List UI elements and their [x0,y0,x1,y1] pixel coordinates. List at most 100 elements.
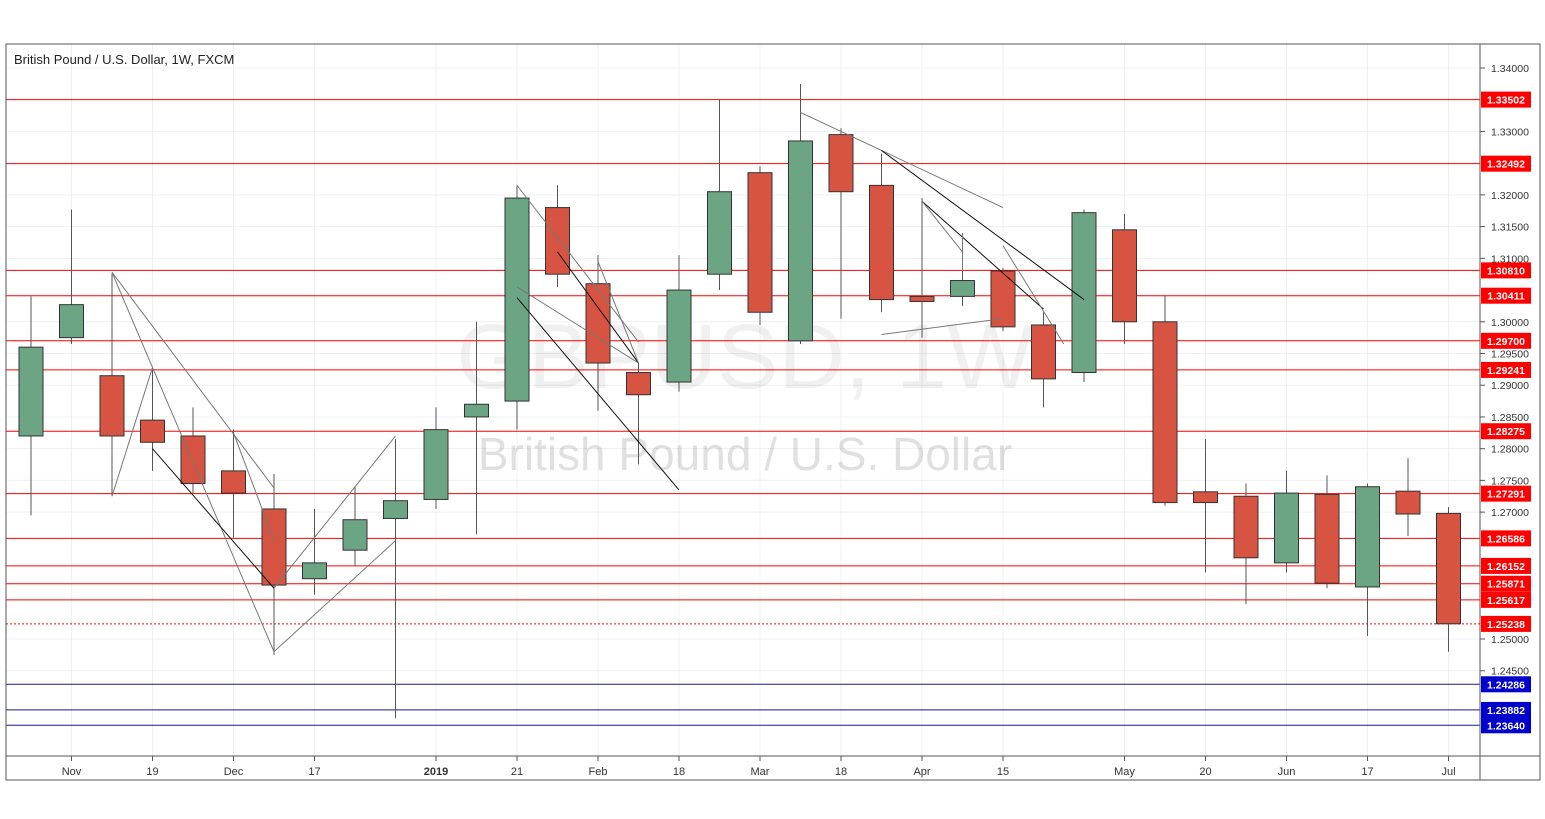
time-tick-label: Apr [913,766,930,778]
trendline [111,271,275,489]
trendline [557,251,639,364]
trendline [516,185,639,343]
time-tick-label: Feb [589,766,608,778]
trendline [921,200,1044,310]
trendline [111,367,153,497]
horizontal-levels [6,99,1480,726]
price-tick-label: 1.30000 [1491,317,1529,329]
price-tick-label: 1.24500 [1491,666,1529,678]
level-label-box [1481,575,1531,592]
watermark: GBPUSD, 1W British Pound / U.S. Dollar [456,306,1034,480]
level-label-box [1481,717,1531,734]
watermark-symbol: GBPUSD, 1W [456,306,1034,408]
level-label: 1.29700 [1487,336,1525,348]
level-label: 1.23882 [1487,705,1525,717]
price-tick-label: 1.33000 [1491,126,1529,138]
time-tick-label: 20 [1199,766,1211,778]
price-tick-label: 1.28000 [1491,444,1529,456]
level-label: 1.25617 [1487,595,1525,607]
level-label-box [1481,485,1531,502]
time-tick-label: Jun [1278,766,1296,778]
level-label: 1.26152 [1487,561,1525,573]
candle-down [140,419,165,443]
candle-up [707,191,732,275]
price-tick-label: 1.31000 [1491,253,1529,265]
price-tick-label: 1.29500 [1491,349,1529,361]
candle-up [342,519,368,551]
time-tick-label: 17 [1361,766,1373,778]
candle-down [1193,491,1218,504]
level-label: 1.25238 [1487,619,1525,631]
time-tick-label: Mar [751,766,770,778]
candle-up [788,140,813,342]
trendline [800,111,1004,209]
candle-down [909,295,935,302]
candle-down [1436,512,1461,625]
candles [18,83,1461,719]
candle-down [1395,490,1421,515]
candle-down [221,470,246,494]
level-label: 1.30810 [1487,265,1525,277]
time-tick-label: Nov [62,766,82,778]
level-label: 1.25871 [1487,579,1525,591]
trendline [1002,245,1065,345]
candle-up [464,403,489,418]
candle-down [99,375,125,437]
level-label: 1.23640 [1487,720,1525,732]
price-tick-label: 1.27500 [1491,475,1529,487]
trendline [233,432,275,541]
trendline [516,286,639,364]
candle-down [747,172,773,313]
time-tick-label: 19 [146,766,158,778]
time-tick-label: 2019 [424,766,448,778]
candle-down [869,184,894,301]
candle-down [1031,324,1056,380]
level-label-box [1481,287,1531,304]
price-tick-label: 1.34000 [1491,63,1529,75]
level-label: 1.29241 [1487,365,1525,377]
chart-frame [5,43,1541,781]
candle-down [1233,495,1259,559]
price-tick-label: 1.28500 [1491,412,1529,424]
trendline [881,150,1085,300]
candle-down [828,134,854,193]
time-tick-label: 15 [997,766,1009,778]
candle-up [302,562,327,580]
trendline [273,435,396,589]
time-tick-label: Dec [224,766,244,778]
candle-up [18,346,44,437]
level-label: 1.32492 [1487,159,1525,171]
price-tick-label: 1.31500 [1491,222,1529,234]
candle-up [1274,492,1299,564]
price-tick-label: 1.29000 [1491,380,1529,392]
time-axis[interactable]: Nov 19 Dec 17 2019 21 Feb 18 Mar 18 Apr 15 May 20 Jun 1… [62,756,1456,778]
level-label: 1.28275 [1487,426,1525,438]
time-tick-label: 17 [308,766,320,778]
level-label-box [1481,591,1531,608]
level-label-box [1481,676,1531,693]
candle-up [950,280,975,297]
price-axis[interactable]: 1.34000 1.33000 1.32000 1.31500 1.31000 1.300… [1480,63,1529,678]
trendlines [111,111,1085,653]
time-tick-label: Jul [1441,766,1455,778]
trendline [921,200,963,253]
level-labels: 1.33502 1.32492 1.30810 1.30411 1.29700 1.292… [1481,91,1531,734]
candle-down [990,270,1016,328]
price-tick-label: 1.25000 [1491,634,1529,646]
candle-up [1355,486,1380,588]
trendline [152,367,275,652]
candle-down [1314,493,1340,584]
candle-down [261,508,287,586]
trendline [152,448,275,589]
candle-up [383,500,408,519]
level-label: 1.33502 [1487,95,1525,107]
level-label: 1.26586 [1487,533,1525,545]
time-tick-label: May [1114,766,1135,778]
candle-down [1112,229,1137,323]
candle-down [626,372,651,396]
level-label-box [1481,530,1531,547]
trendline [597,261,639,364]
candle-up [59,304,84,339]
